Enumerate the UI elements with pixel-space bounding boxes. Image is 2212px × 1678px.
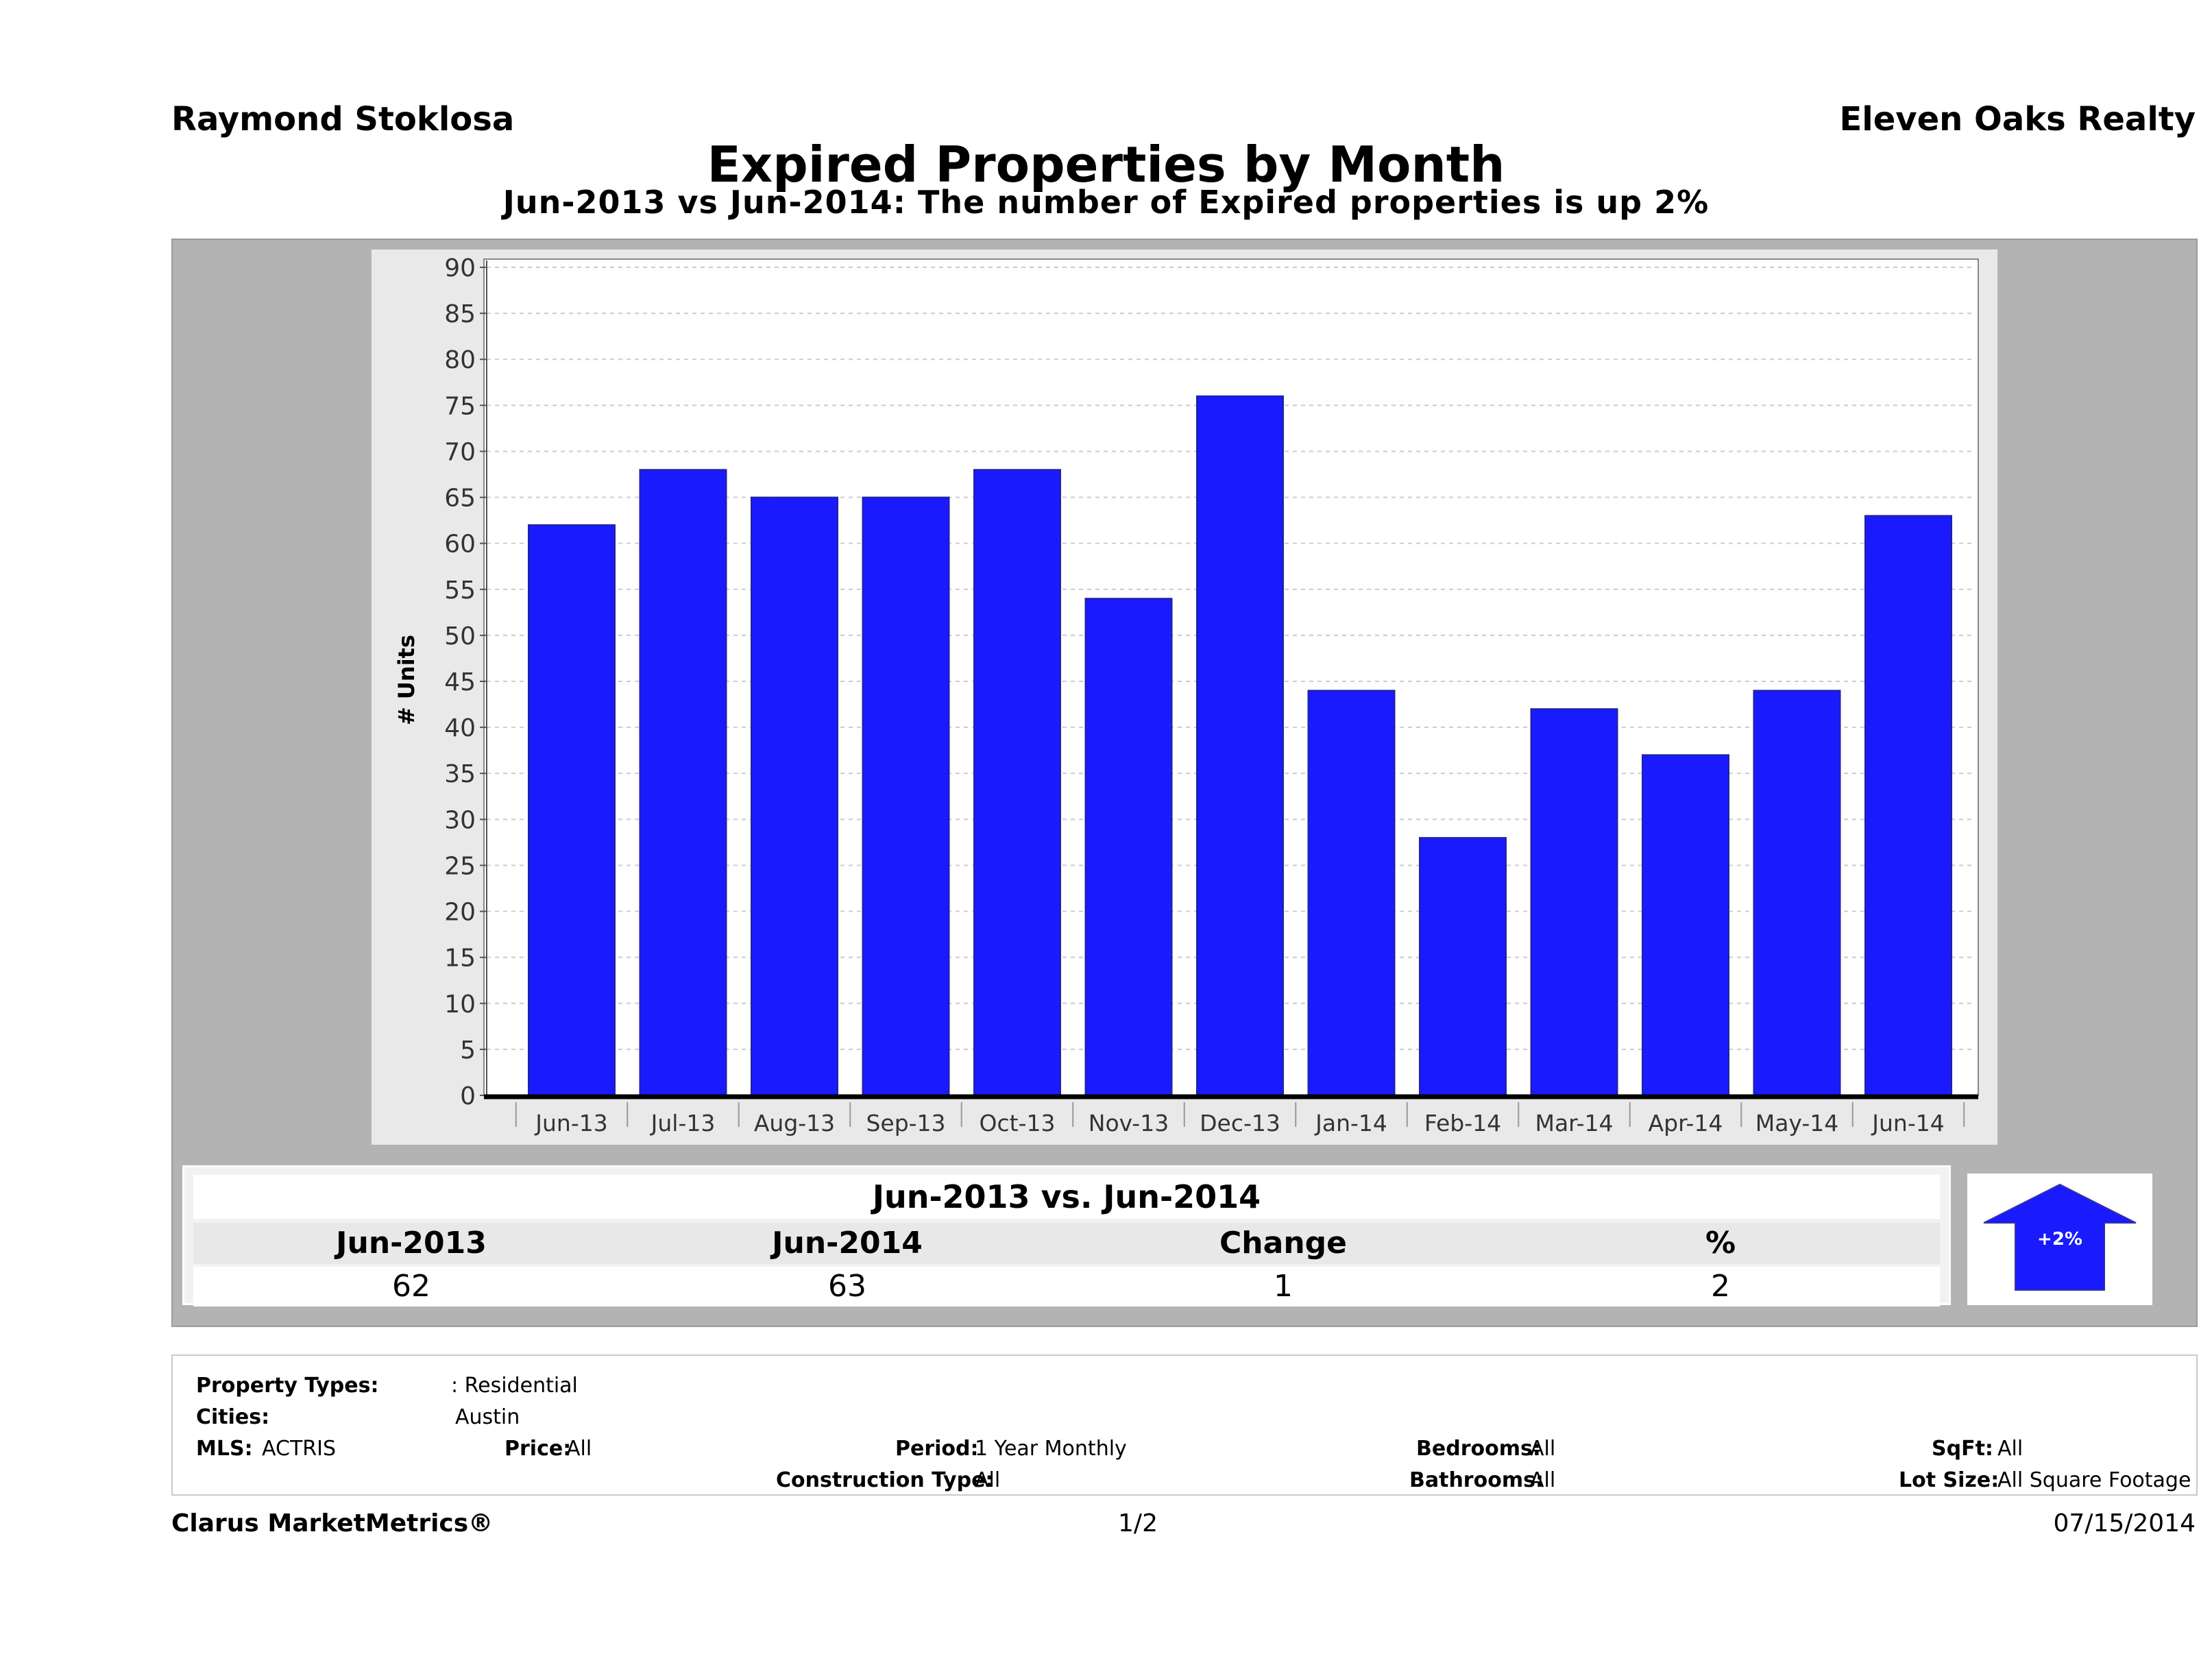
bar-Jun-14 bbox=[1864, 515, 1952, 1096]
cities-label: Cities: bbox=[196, 1405, 270, 1429]
bar-Jun-13 bbox=[528, 524, 616, 1097]
x-tick-label: Nov-13 bbox=[1089, 1110, 1169, 1136]
bar-Nov-13 bbox=[1084, 598, 1173, 1096]
construction-type-value: All bbox=[975, 1468, 1001, 1492]
y-tick-label: 90 bbox=[444, 254, 476, 282]
value-change: 1 bbox=[1065, 1267, 1501, 1306]
header-jun-2013: Jun-2013 bbox=[193, 1223, 629, 1264]
y-tick-label: 5 bbox=[460, 1036, 476, 1065]
footer-page: 1/2 bbox=[1118, 1509, 1158, 1537]
bathrooms-value: All bbox=[1530, 1468, 1556, 1492]
y-tick-label: 25 bbox=[444, 852, 476, 880]
x-tick-label: Jun-14 bbox=[1871, 1110, 1944, 1136]
y-tick-label: 55 bbox=[444, 576, 476, 605]
mls-value: ACTRIS bbox=[262, 1437, 337, 1461]
bar-Mar-14 bbox=[1530, 708, 1618, 1096]
bar-chart: 0 5 10 15 20 25 30 35 40 45 50 55 60 65 70 75 80 85 90 Jun-… bbox=[393, 254, 1979, 1136]
x-tick-label: May-14 bbox=[1755, 1110, 1839, 1136]
y-tick-label: 60 bbox=[444, 531, 476, 559]
y-tick-label: 85 bbox=[444, 300, 476, 328]
up-arrow-icon: +2% bbox=[1983, 1183, 2137, 1291]
y-tick-label: 45 bbox=[444, 668, 476, 696]
change-badge-label: +2% bbox=[2037, 1229, 2082, 1250]
report-title: Expired Properties by Month bbox=[707, 136, 1505, 193]
bedrooms-label: Bedrooms: bbox=[1416, 1437, 1541, 1461]
y-tick-label: 15 bbox=[444, 945, 476, 973]
bar-Jul-13 bbox=[639, 469, 727, 1096]
broker-name: Eleven Oaks Realty bbox=[1839, 100, 2196, 138]
report-subtitle: Jun-2013 vs Jun-2014: The number of Expi… bbox=[502, 184, 1710, 221]
price-label: Price: bbox=[505, 1437, 572, 1461]
bar-Jan-14 bbox=[1307, 690, 1396, 1096]
bar-Sep-13 bbox=[862, 496, 950, 1096]
period-label: Period: bbox=[895, 1437, 979, 1461]
property-types-label: Property Types: bbox=[196, 1374, 379, 1398]
mls-label: MLS: bbox=[196, 1437, 253, 1461]
x-tick-label: Dec-13 bbox=[1200, 1110, 1280, 1136]
bar-Apr-14 bbox=[1642, 754, 1729, 1097]
y-tick-label: 70 bbox=[444, 438, 476, 466]
bathrooms-label: Bathrooms: bbox=[1409, 1468, 1544, 1492]
cities-value: Austin bbox=[455, 1405, 520, 1429]
y-tick-label: 0 bbox=[460, 1082, 476, 1110]
y-tick-label: 30 bbox=[444, 806, 476, 834]
x-tick-label: Aug-13 bbox=[754, 1110, 835, 1136]
price-value: All bbox=[566, 1437, 592, 1461]
x-tick-label: Feb-14 bbox=[1424, 1110, 1501, 1136]
bedrooms-value: All bbox=[1530, 1437, 1556, 1461]
header-jun-2014: Jun-2014 bbox=[629, 1223, 1065, 1264]
x-tick-label: Apr-14 bbox=[1649, 1110, 1723, 1136]
x-tick-label: Oct-13 bbox=[980, 1110, 1056, 1136]
bar-Oct-13 bbox=[973, 469, 1061, 1096]
y-tick-label: 75 bbox=[444, 392, 476, 420]
construction-type-label: Construction Type: bbox=[776, 1468, 994, 1492]
y-tick-label: 20 bbox=[444, 899, 476, 927]
y-tick-label: 10 bbox=[444, 990, 476, 1019]
lot-size-value: All Square Footage bbox=[1997, 1468, 2191, 1492]
bar-Feb-14 bbox=[1419, 837, 1507, 1097]
y-tick-label: 35 bbox=[444, 760, 476, 788]
property-types-value: : Residential bbox=[451, 1374, 578, 1398]
sqft-value: All bbox=[1997, 1437, 2023, 1461]
period-value: 1 Year Monthly bbox=[975, 1437, 1127, 1461]
x-tick-label: Jan-14 bbox=[1314, 1110, 1387, 1136]
y-axis-label: # Units bbox=[393, 635, 420, 725]
value-jun-2013: 62 bbox=[193, 1267, 629, 1306]
x-tick-label: Mar-14 bbox=[1535, 1110, 1613, 1136]
x-tick-label: Sep-13 bbox=[866, 1110, 945, 1136]
y-tick-label: 80 bbox=[444, 346, 476, 374]
footer-brand: Clarus MarketMetrics® bbox=[171, 1509, 494, 1537]
x-tick-label: Jun-13 bbox=[534, 1110, 607, 1136]
value-percent: 2 bbox=[1501, 1267, 1940, 1306]
lot-size-label: Lot Size: bbox=[1899, 1468, 2000, 1492]
bars bbox=[528, 395, 1952, 1097]
comparison-title: Jun-2013 vs. Jun-2014 bbox=[193, 1175, 1940, 1219]
y-tick-label: 40 bbox=[444, 714, 476, 742]
header-percent: % bbox=[1501, 1223, 1940, 1264]
x-tick-label: Jul-13 bbox=[650, 1110, 716, 1136]
axes: 0 5 10 15 20 25 30 35 40 45 50 55 60 65 70 75 80 85 90 Jun-… bbox=[444, 254, 1978, 1136]
value-jun-2014: 63 bbox=[629, 1267, 1065, 1306]
footer-date: 07/15/2014 bbox=[2053, 1509, 2196, 1537]
bar-Dec-13 bbox=[1196, 395, 1284, 1096]
y-tick-label: 50 bbox=[444, 622, 476, 650]
filter-details: Property Types: : Residential Cities: Au… bbox=[171, 1354, 2198, 1496]
header-change: Change bbox=[1065, 1223, 1501, 1264]
bar-Aug-13 bbox=[751, 496, 838, 1096]
sqft-label: SqFt: bbox=[1932, 1437, 1993, 1461]
bar-May-14 bbox=[1753, 690, 1841, 1096]
y-tick-label: 65 bbox=[444, 485, 476, 513]
agent-name: Raymond Stoklosa bbox=[171, 100, 515, 138]
change-badge-box: +2% bbox=[1967, 1174, 2152, 1305]
